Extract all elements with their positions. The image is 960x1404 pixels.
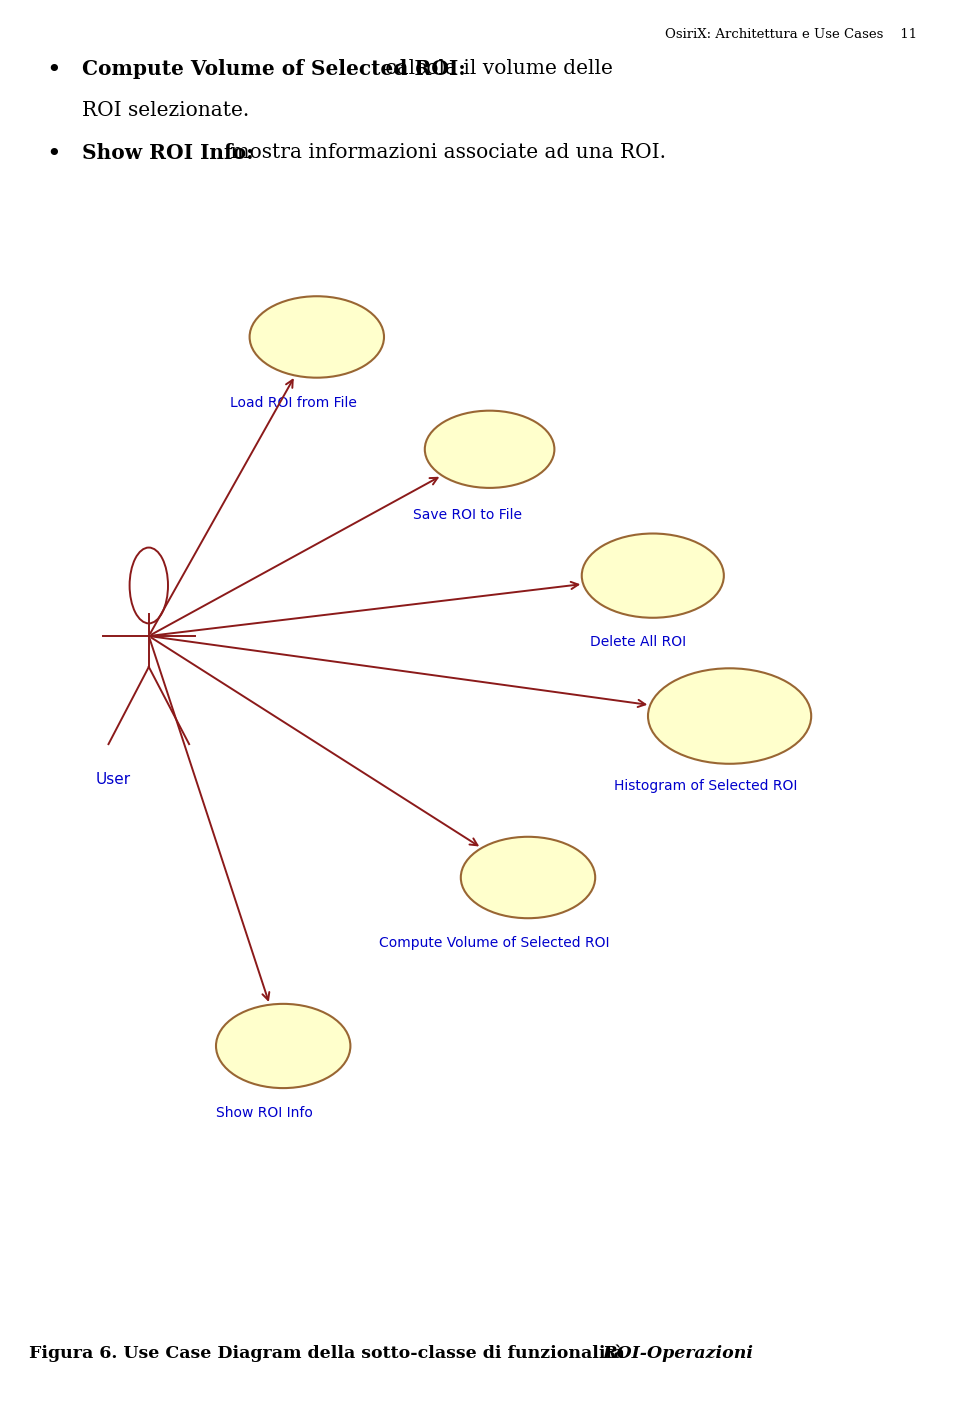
Text: OsiriX: Architettura e Use Cases    11: OsiriX: Architettura e Use Cases 11	[664, 28, 917, 41]
Text: Histogram of Selected ROI: Histogram of Selected ROI	[614, 779, 798, 793]
Ellipse shape	[216, 1004, 350, 1088]
Text: •: •	[46, 59, 60, 81]
Text: Show ROI Info:: Show ROI Info:	[82, 143, 253, 163]
Text: mostra informazioni associate ad una ROI.: mostra informazioni associate ad una ROI…	[224, 143, 665, 163]
Ellipse shape	[424, 410, 555, 487]
Ellipse shape	[582, 534, 724, 618]
Text: Delete All ROI: Delete All ROI	[590, 635, 686, 649]
Text: Load ROI from File: Load ROI from File	[230, 396, 357, 410]
Text: Compute Volume of Selected ROI: Compute Volume of Selected ROI	[379, 936, 610, 951]
Ellipse shape	[250, 296, 384, 378]
Text: Save ROI to File: Save ROI to File	[413, 508, 522, 522]
Text: Figura 6. Use Case Diagram della sotto-classe di funzionalità: Figura 6. Use Case Diagram della sotto-c…	[29, 1345, 631, 1362]
Ellipse shape	[461, 837, 595, 918]
Text: •: •	[46, 143, 60, 166]
Text: Show ROI Info: Show ROI Info	[216, 1106, 313, 1120]
Text: User: User	[96, 772, 132, 788]
Ellipse shape	[648, 668, 811, 764]
Text: calcola il volume delle: calcola il volume delle	[379, 59, 613, 79]
Text: Compute Volume of Selected ROI:: Compute Volume of Selected ROI:	[82, 59, 466, 79]
Text: ROI-Operazioni: ROI-Operazioni	[603, 1345, 754, 1362]
Text: ROI selezionate.: ROI selezionate.	[82, 101, 249, 121]
